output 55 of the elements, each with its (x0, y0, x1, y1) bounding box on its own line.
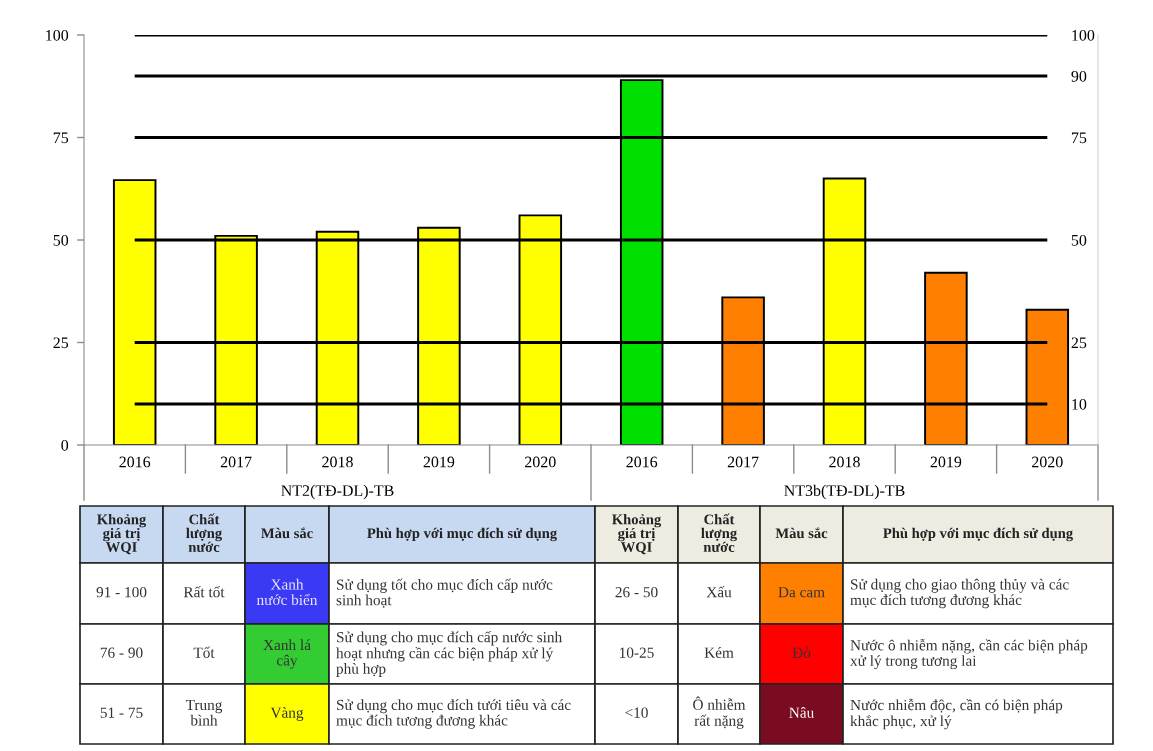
text: Sử dụng cho mục đích cấp nước sinh hoạt nhưng cần các biện pháp xử lý phù hợp (336, 631, 562, 677)
text: Ô nhiễm rất nặng (693, 696, 746, 729)
text: Xanh nước biển (256, 578, 318, 606)
y-tick-label: 25 (53, 337, 69, 349)
y2-tick-label: 50 (1071, 234, 1087, 246)
x-tick-label: 2020 (525, 456, 556, 468)
text: Chất lượng nước (186, 513, 222, 552)
text: Nước nhiễm độc, cần có biện pháp khắc phục, xử lý (850, 698, 1063, 730)
y-tick-label: 50 (53, 234, 69, 246)
text: 10-25 (620, 647, 654, 658)
y-tick-label: 0 (61, 439, 69, 451)
text: Màu sắc (775, 527, 828, 539)
text: Khoảng giá trị WQI (97, 514, 147, 555)
x-tick-label: 2016 (626, 456, 658, 468)
y2-tick-label: 25 (1071, 337, 1087, 349)
text: Khoảng giá trị WQI (612, 514, 662, 555)
y-tick-label: 100 (46, 29, 69, 41)
x-tick-label: 2017 (727, 456, 759, 468)
text: Xanh lá cây (263, 639, 311, 669)
text: Đỏ (792, 647, 811, 658)
text: Sử dụng tốt cho mục đích cấp nước sinh hoạt (336, 578, 553, 608)
text: Nước ô nhiễm nặng, cần các biện pháp xử lý trong tương lai (850, 638, 1088, 670)
x-tick-label: 2020 (1032, 456, 1063, 468)
text: Nâu (789, 707, 814, 718)
text: Da cam (778, 587, 825, 598)
y2-tick-label: 75 (1071, 132, 1087, 144)
text: Màu sắc (261, 527, 313, 539)
text: 26 - 50 (615, 587, 658, 598)
text: Vàng (270, 707, 304, 721)
text: Trung bình (185, 699, 223, 726)
x-tick-label: 2018 (829, 456, 860, 468)
text: Phù hợp với mục đích sử dụng (367, 527, 557, 542)
text: Kém (704, 647, 734, 658)
x-tick-label: 2016 (119, 456, 151, 468)
text: Chất lượng nước (701, 513, 737, 552)
text: Sử dụng cho mục đích tưới tiêu và các mục đích tương đương khác (336, 699, 571, 729)
y2-tick-label: 10 (1072, 398, 1087, 410)
text: <10 (625, 707, 648, 718)
y2-tick-label: 100 (1072, 29, 1095, 41)
text: NT2(TĐ-DL)-TB (281, 484, 394, 500)
y2-tick-label: 90 (1071, 70, 1087, 82)
x-tick-label: 2019 (423, 456, 455, 468)
text: Rất tốt (183, 586, 225, 598)
text: Phù hợp với mục đích sử dụng (883, 527, 1073, 542)
text: 51 - 75 (100, 707, 143, 718)
text: Sử dụng cho giao thông thủy và các mục đích tương đương khác (850, 578, 1069, 609)
text: NT3b(TĐ-DL)-TB (784, 484, 905, 500)
text: Xấu (706, 586, 732, 598)
text: 91 - 100 (96, 587, 147, 598)
x-tick-label: 2018 (322, 456, 353, 468)
text: Tốt (193, 646, 215, 658)
y-tick-label: 75 (53, 132, 69, 144)
text: 76 - 90 (100, 647, 143, 658)
x-tick-label: 2019 (930, 456, 962, 468)
x-tick-label: 2017 (220, 456, 252, 468)
